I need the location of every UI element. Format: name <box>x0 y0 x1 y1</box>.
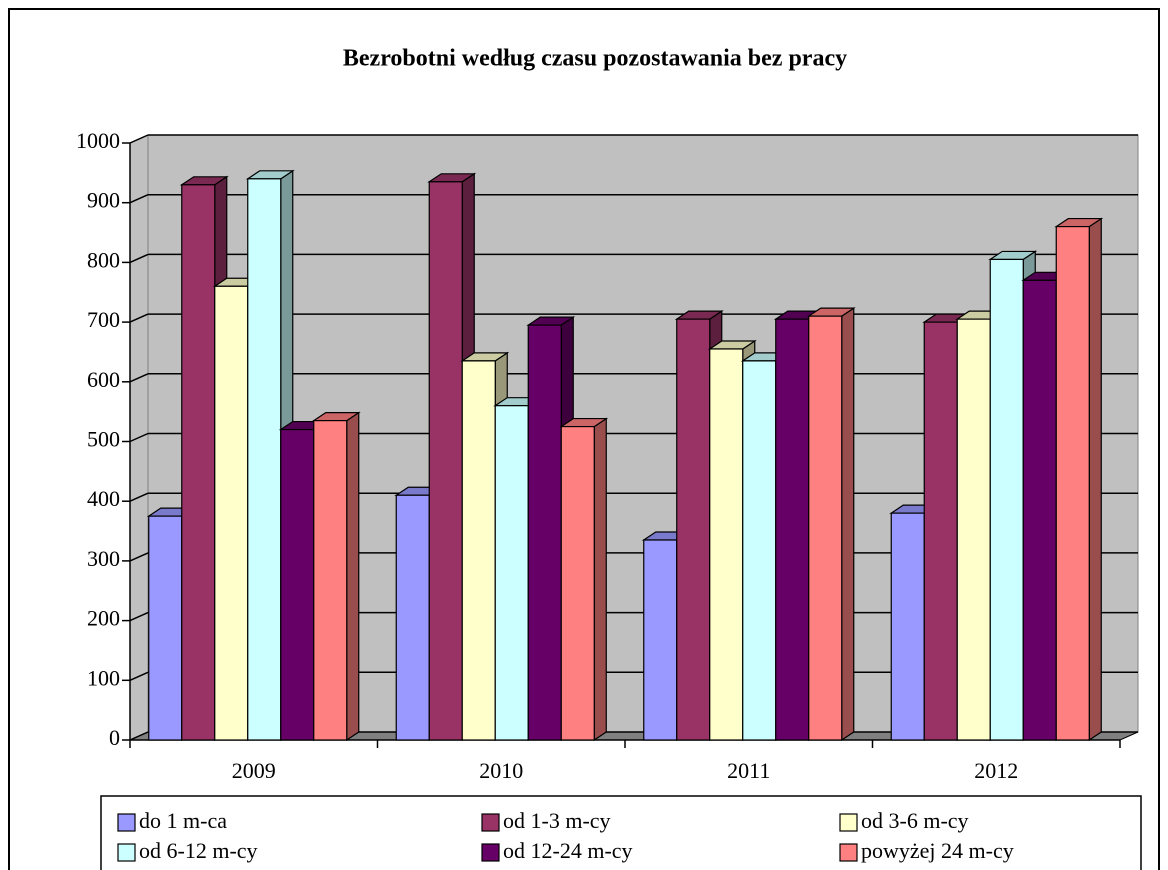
bar <box>395 494 430 741</box>
grid-line <box>129 731 149 741</box>
bar-side <box>593 417 607 742</box>
bar <box>560 425 595 741</box>
legend-swatch <box>839 843 858 862</box>
legend-label: od 12-24 m-cy <box>503 838 633 863</box>
bar-side <box>841 307 855 742</box>
legend-swatch <box>117 843 136 862</box>
y-tick-label: 900 <box>87 188 120 213</box>
grid-line <box>129 671 149 681</box>
bar <box>148 515 183 741</box>
grid-line <box>129 194 149 204</box>
bar <box>494 405 529 741</box>
y-tick-label: 700 <box>87 307 120 332</box>
bar <box>808 315 843 741</box>
grid-line <box>129 492 149 502</box>
bar-side <box>346 411 360 742</box>
bar <box>1022 279 1057 741</box>
legend-label: od 3-6 m-cy <box>861 808 969 833</box>
legend-swatch <box>117 813 136 832</box>
bar <box>923 321 958 741</box>
y-tick-label: 400 <box>87 486 120 511</box>
x-tick-label: 2012 <box>974 758 1018 783</box>
legend-label: powyżej 24 m-cy <box>861 838 1014 863</box>
bar <box>1055 225 1090 741</box>
grid-line <box>129 432 149 443</box>
bar-side <box>1088 217 1102 742</box>
grid-line <box>129 373 149 383</box>
y-tick-label: 500 <box>87 427 120 452</box>
legend-label: do 1 m-ca <box>139 808 227 833</box>
y-tick-label: 600 <box>87 367 120 392</box>
bar <box>247 178 282 741</box>
legend-swatch <box>481 813 500 832</box>
y-tick-label: 300 <box>87 546 120 571</box>
bar <box>527 324 562 741</box>
y-tick-label: 800 <box>87 247 120 272</box>
y-tick-label: 0 <box>109 725 120 750</box>
bar <box>709 348 744 741</box>
bar <box>428 181 463 741</box>
bar <box>956 318 991 741</box>
chart-title: Bezrobotni według czasu pozostawania bez… <box>343 46 847 72</box>
legend-box <box>100 795 1142 870</box>
grid-line <box>129 253 149 264</box>
legend-label: od 1-3 m-cy <box>503 808 611 833</box>
legend-label: od 6-12 m-cy <box>139 838 258 863</box>
bar <box>280 428 315 741</box>
bar <box>214 285 249 741</box>
bar <box>890 512 925 741</box>
bar <box>742 360 777 741</box>
y-tick-label: 100 <box>87 665 120 690</box>
bar <box>989 258 1024 741</box>
x-tick-label: 2011 <box>727 758 770 783</box>
bar <box>643 539 678 741</box>
bar <box>775 318 810 741</box>
grid-line <box>129 552 149 562</box>
legend-swatch <box>839 813 858 832</box>
bar <box>461 360 496 741</box>
y-tick-label: 1000 <box>76 128 120 153</box>
bar <box>313 420 348 741</box>
bar <box>676 318 711 741</box>
bar <box>181 184 216 741</box>
grid-line <box>129 611 149 622</box>
legend-swatch <box>481 843 500 862</box>
grid-line <box>129 134 149 144</box>
grid-line <box>129 313 149 323</box>
x-tick-label: 2010 <box>479 758 523 783</box>
y-tick-label: 200 <box>87 606 120 631</box>
x-tick-label: 2009 <box>232 758 276 783</box>
